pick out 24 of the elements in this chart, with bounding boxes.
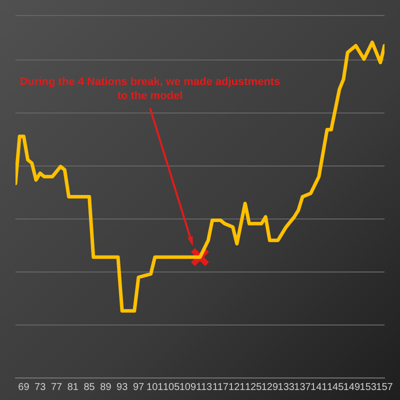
x-tick-label: 149 xyxy=(343,382,360,393)
x-tick-label: 153 xyxy=(360,382,377,393)
x-tick-label: 89 xyxy=(100,382,112,393)
x-tick-label: 97 xyxy=(132,382,144,393)
x-tick-label: 85 xyxy=(84,382,96,393)
x-tick-label: 105 xyxy=(162,382,180,393)
x-tick-label: 77 xyxy=(50,382,62,393)
x-tick-label: 109 xyxy=(179,382,196,393)
x-tick-label: 117 xyxy=(212,382,229,393)
x-tick-label: 101 xyxy=(146,382,164,393)
x-tick-label: 141 xyxy=(310,382,328,393)
x-tick-label: 133 xyxy=(278,382,295,393)
x-tick-label: 73 xyxy=(34,382,46,393)
x-tick-label: 113 xyxy=(196,382,213,393)
annotation: During the 4 Nations break, we made adjustments to the model xyxy=(20,76,280,102)
x-tick-label: 81 xyxy=(67,382,79,393)
x-tick-label: 145 xyxy=(326,382,344,393)
x-tick-label: 93 xyxy=(116,382,128,393)
x-tick-label: 129 xyxy=(261,382,278,393)
x-tick-label: 121 xyxy=(228,382,246,393)
x-tick-label: 69 xyxy=(18,382,30,393)
x-tick-label: 125 xyxy=(244,382,262,393)
x-tick-label: 137 xyxy=(294,382,312,393)
x-tick-label: 157 xyxy=(376,382,394,393)
